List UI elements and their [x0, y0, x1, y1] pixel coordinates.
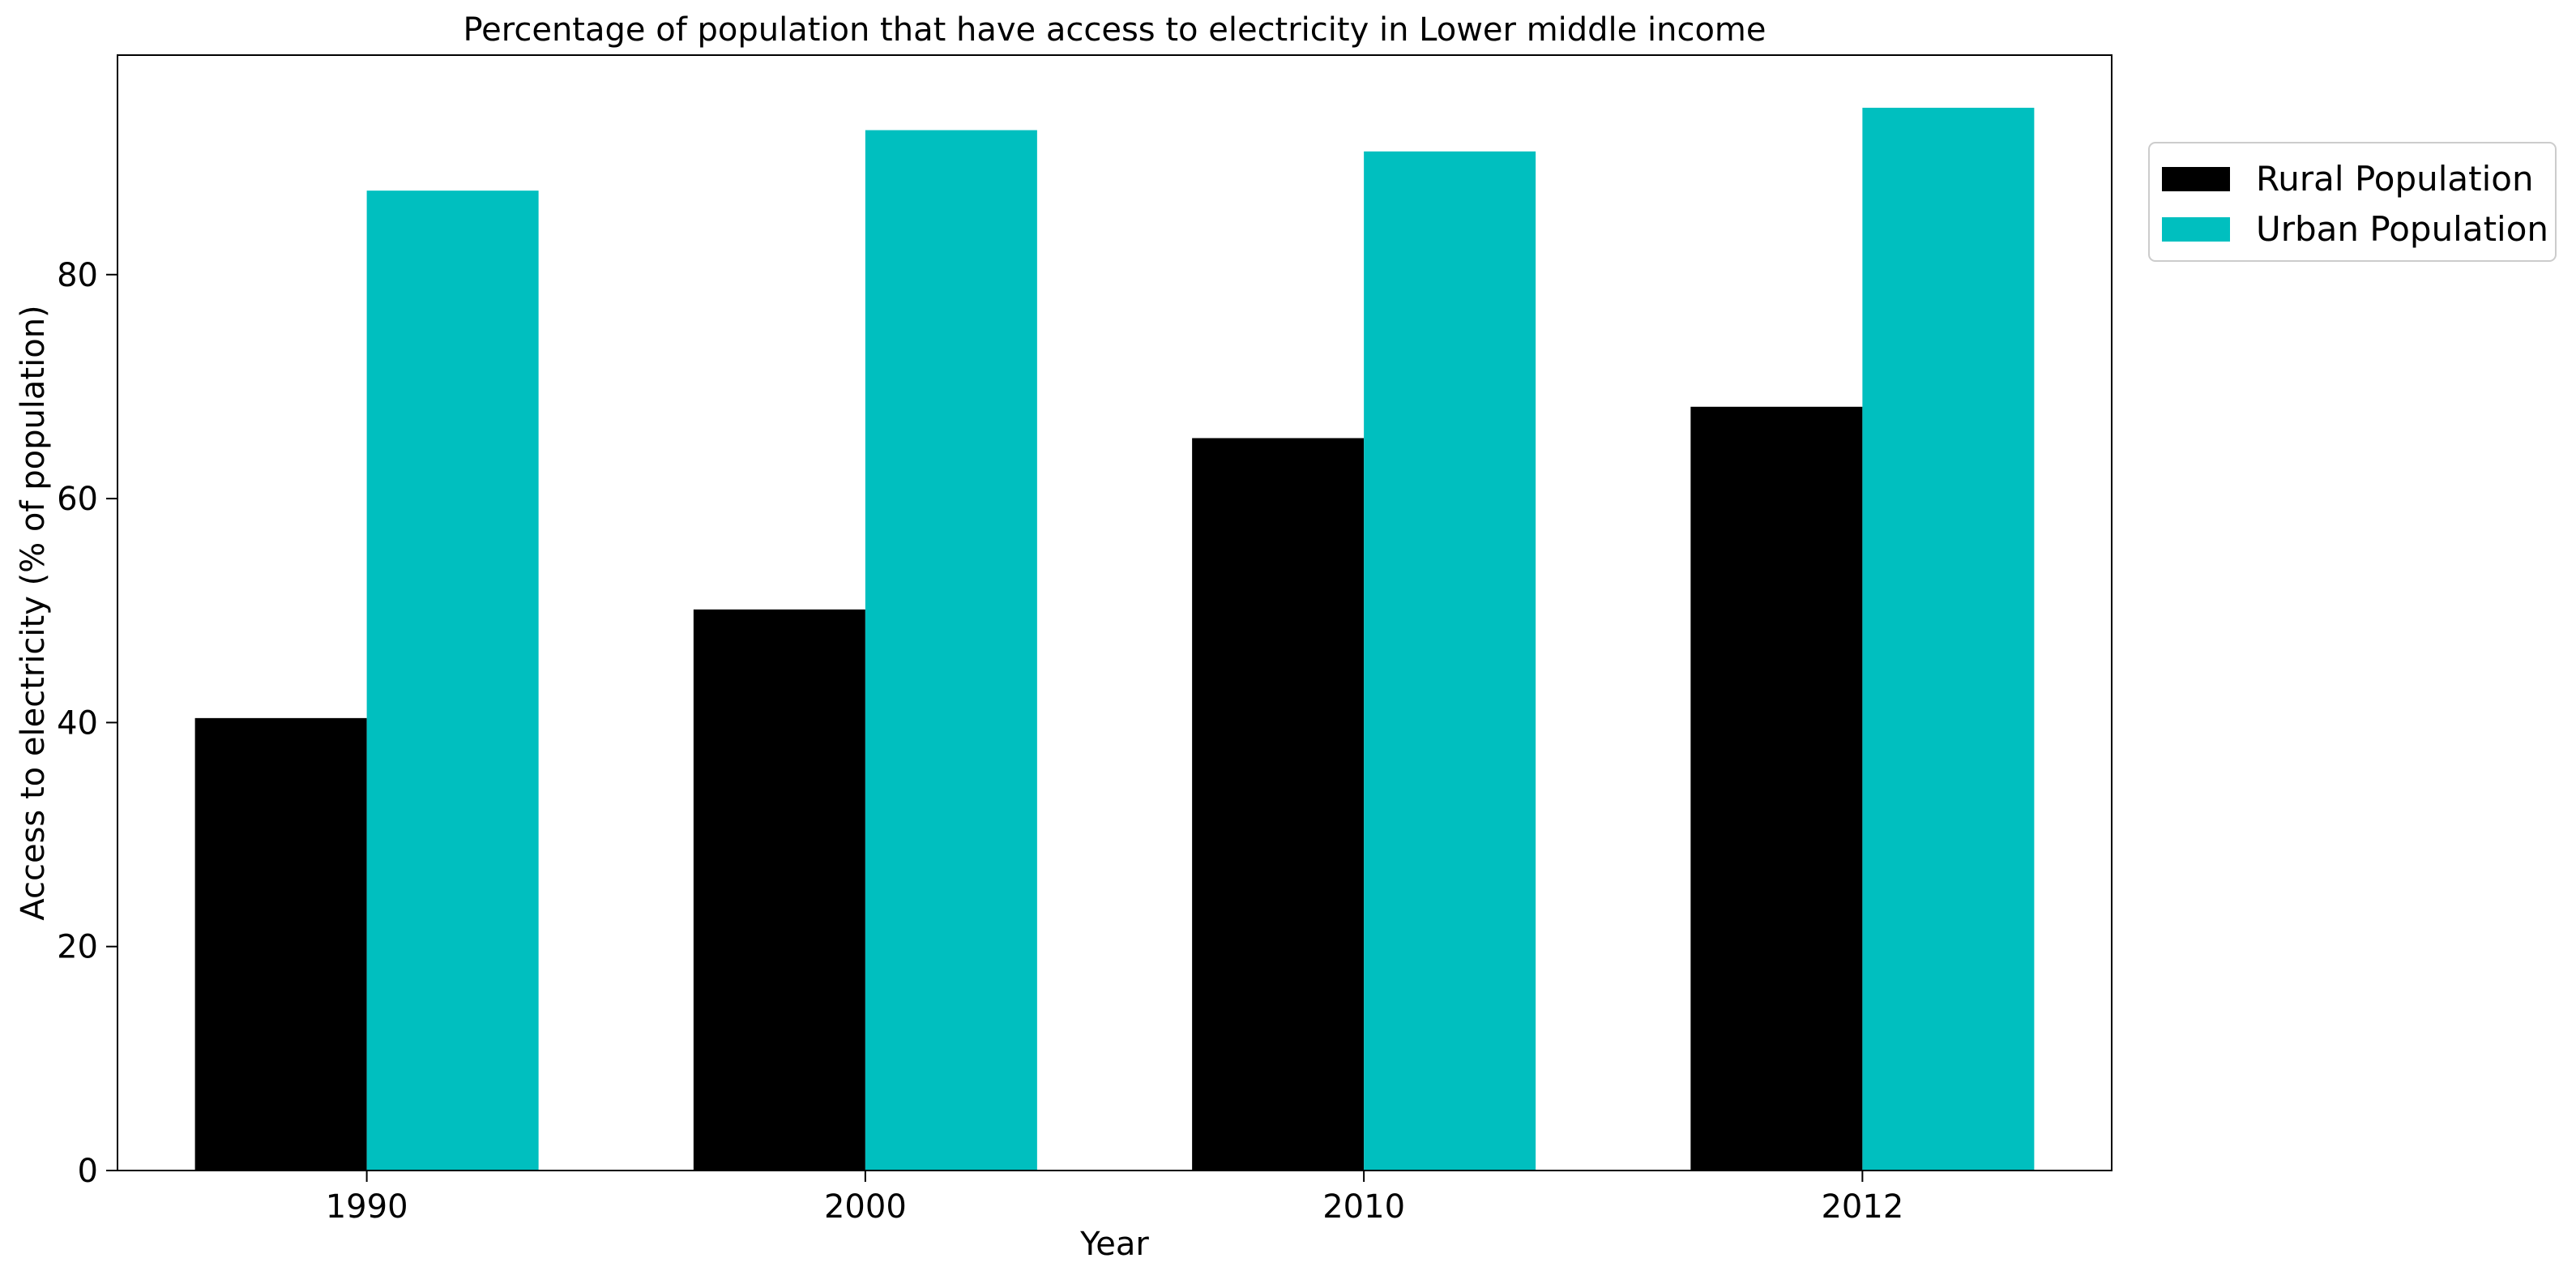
x-tick-label: 2000: [824, 1188, 907, 1226]
y-axis-title: Access to electricity (% of population): [15, 305, 52, 920]
bar-urban-population-2000: [865, 130, 1037, 1171]
plot-area-frame: [117, 54, 2112, 1171]
x-tick-label: 2012: [1821, 1188, 1903, 1226]
ticks-layer: 1990 2000 2010 2012 0 20 40 60 80: [57, 257, 1903, 1226]
legend-label-rural-population: Rural Population: [2256, 159, 2534, 199]
legend-box: [2148, 142, 2557, 262]
bar-urban-population-1990: [366, 190, 539, 1171]
legend-swatch-rural-population: [2162, 167, 2230, 191]
bar-urban-population-2010: [1364, 151, 1536, 1171]
x-tick-label: 1990: [326, 1188, 408, 1226]
y-tick-label: 40: [57, 704, 98, 742]
y-tick-label: 0: [78, 1153, 98, 1190]
y-tick-label: 60: [57, 481, 98, 518]
legend-swatch-urban-population: [2162, 217, 2230, 242]
legend-label-urban-population: Urban Population: [2256, 209, 2548, 249]
bar-rural-population-2000: [693, 609, 865, 1171]
x-axis-title: Year: [1079, 1226, 1149, 1263]
x-tick-label: 2010: [1322, 1188, 1405, 1226]
bar-urban-population-2012: [1862, 107, 2035, 1171]
chart-title: Percentage of population that have acces…: [463, 11, 1766, 49]
y-tick-label: 20: [57, 929, 98, 966]
bar-rural-population-2012: [1690, 406, 1863, 1171]
bars-layer: [194, 107, 2035, 1171]
y-tick-label: 80: [57, 257, 98, 294]
legend: Rural Population Urban Population: [2148, 142, 2557, 262]
bar-rural-population-1990: [194, 717, 367, 1171]
bar-rural-population-2010: [1192, 438, 1365, 1171]
